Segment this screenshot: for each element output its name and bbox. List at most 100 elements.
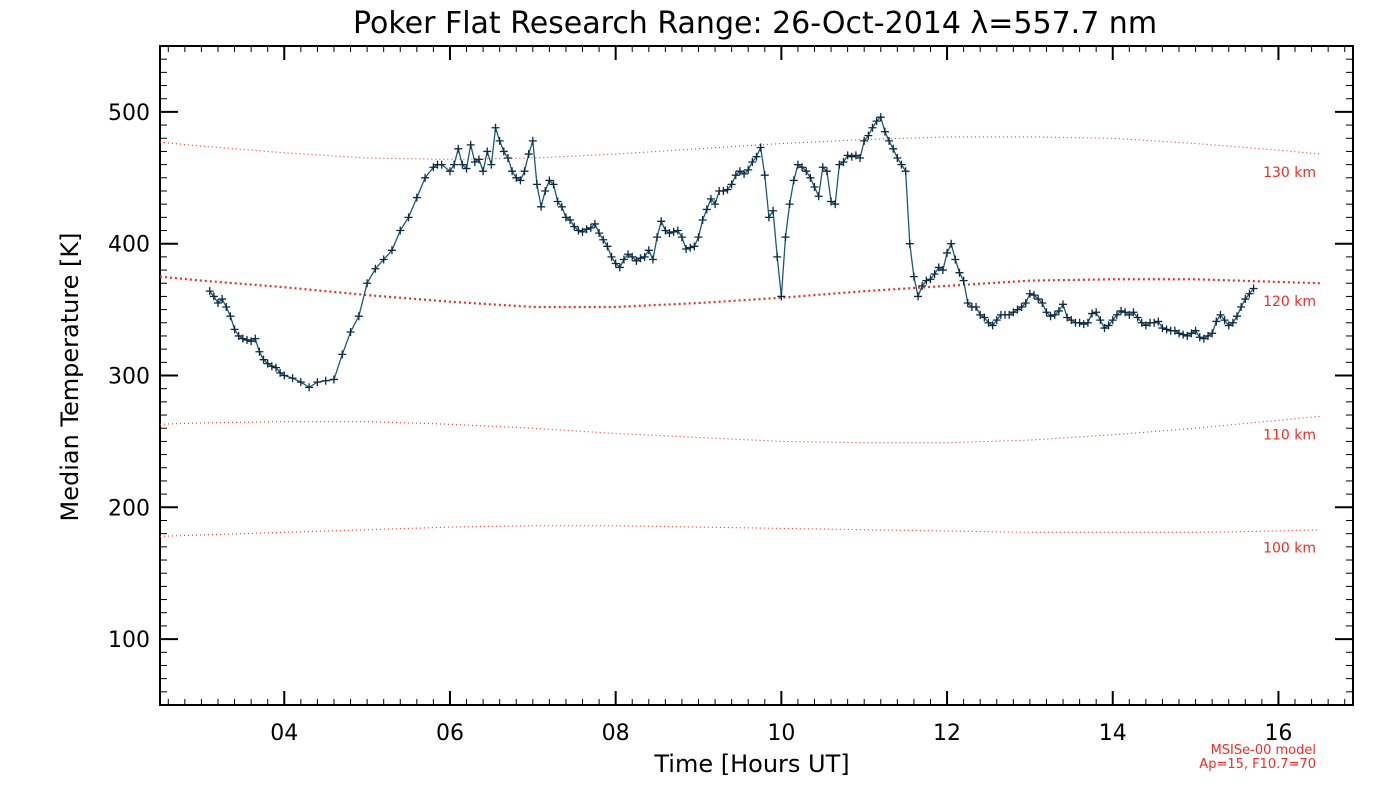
data-point: [1054, 306, 1063, 315]
x-tick-label: 04: [270, 721, 298, 746]
data-point: [856, 154, 865, 163]
data-point: [719, 186, 728, 195]
data-point: [1154, 317, 1163, 326]
data-point: [508, 167, 517, 176]
data-point: [537, 202, 546, 211]
data-point: [1096, 316, 1105, 325]
data-point: [938, 266, 947, 275]
data-point: [1208, 329, 1217, 338]
data-point: [230, 325, 239, 334]
data-point: [1141, 321, 1150, 330]
data-point: [288, 374, 297, 383]
data-point: [267, 362, 276, 371]
data-point: [818, 163, 827, 172]
data-point: [694, 233, 703, 242]
data-point: [1121, 308, 1130, 317]
data-point: [313, 378, 322, 387]
data-point: [213, 299, 222, 308]
data-point: [346, 328, 355, 337]
data-point: [984, 318, 993, 327]
data-point: [1017, 302, 1026, 311]
data-point: [686, 243, 695, 252]
data-point: [611, 259, 620, 268]
data-point: [880, 127, 889, 136]
data-point: [702, 205, 711, 214]
model-curve-110-km: [159, 415, 1320, 444]
data-point: [516, 176, 525, 185]
data-point: [851, 151, 860, 160]
data-point: [1092, 308, 1101, 317]
data-point: [628, 252, 637, 261]
data-point: [1005, 310, 1014, 319]
data-point: [822, 167, 831, 176]
data-point: [918, 281, 927, 290]
data-point: [760, 171, 769, 180]
data-point: [769, 206, 778, 215]
data-point: [586, 223, 595, 232]
data-point: [843, 151, 852, 160]
data-point: [1245, 289, 1254, 298]
data-point: [607, 252, 616, 261]
data-point: [1204, 331, 1213, 340]
data-point: [864, 131, 873, 140]
data-point: [1175, 329, 1184, 338]
model-curve-130-km: [159, 136, 1320, 160]
data-point: [831, 200, 840, 209]
data-point: [1150, 318, 1159, 327]
x-tick-label: 12: [933, 721, 961, 746]
model-curve-label: 130 km: [1263, 165, 1316, 181]
data-point: [242, 335, 251, 344]
data-point: [491, 123, 500, 132]
data-point: [777, 292, 786, 301]
data-point: [748, 157, 757, 166]
data-point: [590, 219, 599, 228]
data-point: [793, 160, 802, 169]
data-point: [532, 180, 541, 189]
data-point: [959, 276, 968, 285]
data-point: [1013, 305, 1022, 314]
data-point: [1100, 324, 1109, 333]
data-point: [271, 363, 280, 372]
data-point: [570, 222, 579, 231]
data-point: [1216, 310, 1225, 319]
data-point: [247, 337, 256, 346]
data-point: [876, 113, 885, 122]
x-tick-label: 08: [602, 721, 630, 746]
data-point: [574, 226, 583, 235]
data-point: [976, 310, 985, 319]
data-point: [1112, 310, 1121, 319]
data-point: [752, 152, 761, 161]
data-point: [520, 167, 529, 176]
data-point: [263, 359, 272, 368]
data-point: [1233, 312, 1242, 321]
model-note-line-1: MSISe-00 model: [1211, 743, 1316, 758]
data-point: [706, 194, 715, 203]
data-point: [1046, 312, 1055, 321]
data-point: [943, 248, 952, 257]
measured-line: [209, 115, 1255, 389]
model-curve-100-km: [159, 525, 1320, 537]
data-point: [860, 136, 869, 145]
data-point: [259, 355, 268, 364]
axis-ticks: 04 06 08 10 12 14 16 100 200 300 400 500: [108, 45, 1353, 746]
data-point: [541, 186, 550, 195]
data-point: [909, 272, 918, 281]
data-point: [914, 292, 923, 301]
data-point: [893, 154, 902, 163]
data-point: [1137, 318, 1146, 327]
data-point: [321, 376, 330, 385]
chart-title: Poker Flat Research Range: 26-Oct-2014 λ…: [353, 6, 1157, 41]
data-point: [756, 143, 765, 152]
data-point: [276, 368, 285, 377]
data-point: [578, 227, 587, 236]
data-point: [744, 165, 753, 174]
data-point: [657, 217, 666, 226]
data-point: [673, 226, 682, 235]
data-point: [1009, 308, 1018, 317]
data-point: [827, 197, 836, 206]
data-point: [727, 180, 736, 189]
data-point: [479, 167, 488, 176]
data-point: [251, 334, 260, 343]
data-point: [764, 213, 773, 222]
data-point: [653, 233, 662, 242]
